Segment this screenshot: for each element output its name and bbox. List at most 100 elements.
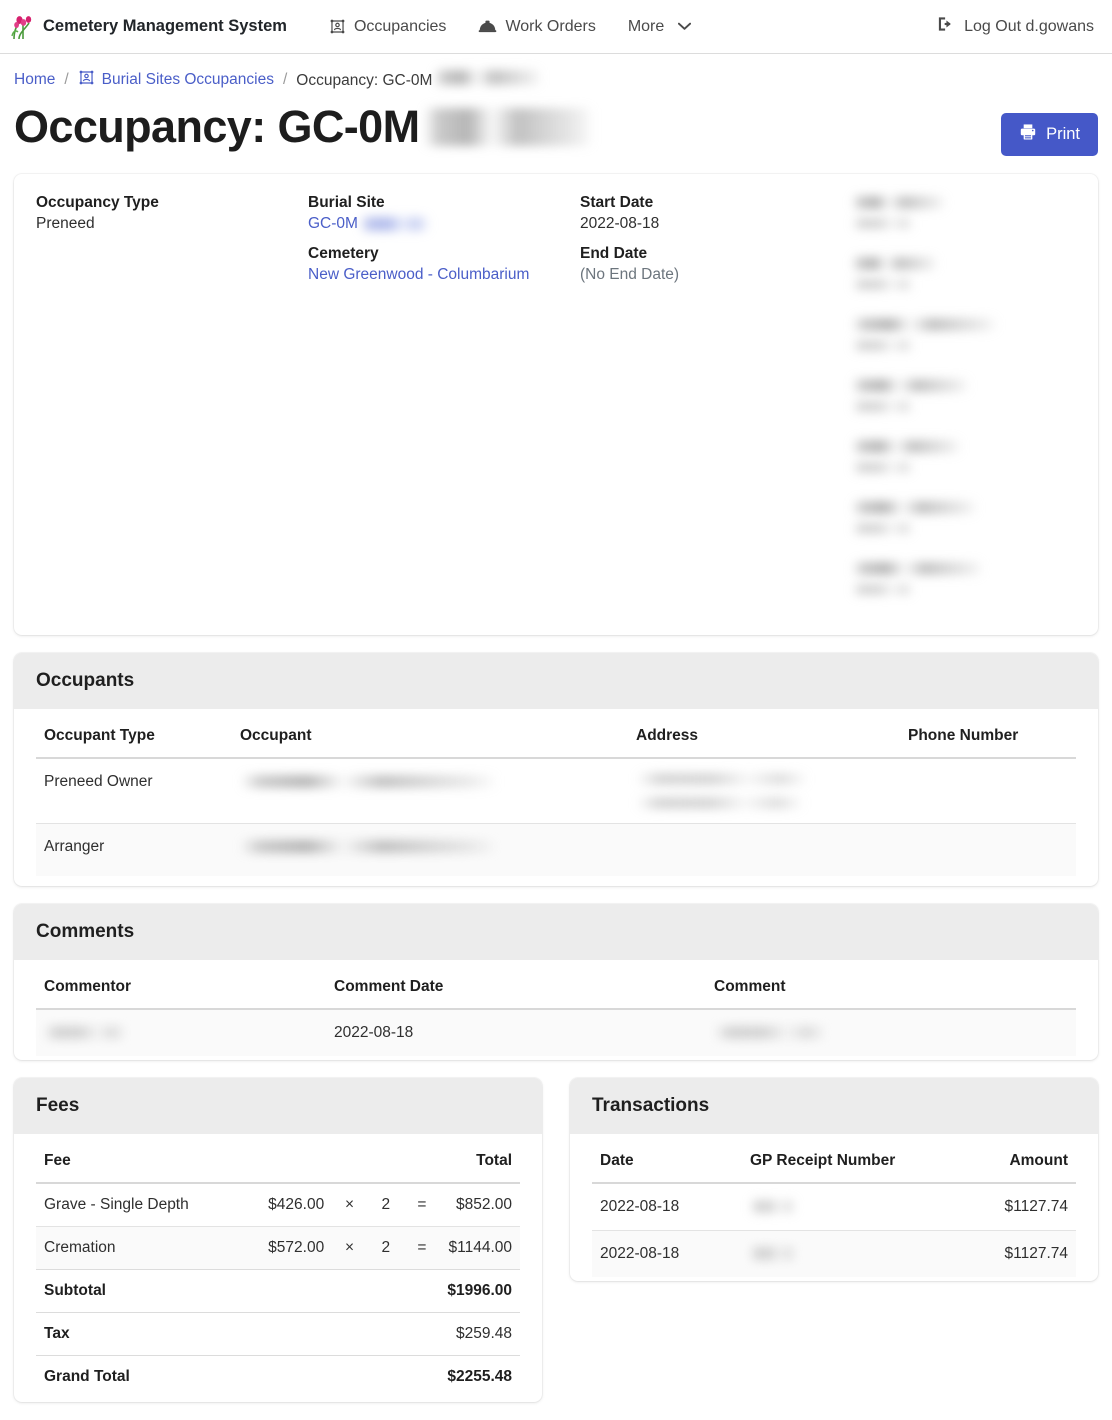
breadcrumb: Home / Burial Sites Occupancies / Occupa… — [0, 54, 1112, 91]
chevron-down-icon — [678, 22, 692, 31]
redacted-text — [240, 840, 498, 854]
nav-item-more[interactable]: More — [612, 12, 707, 42]
burial-site-link[interactable]: GC-0M — [308, 215, 358, 232]
fees-card: Fees Fee Total — [14, 1078, 542, 1402]
redacted-text — [359, 216, 430, 231]
field-burial-site: Burial Site GC-0M — [308, 194, 580, 233]
field-redacted — [852, 194, 1076, 233]
fees-tax-row: Tax $259.48 — [36, 1312, 520, 1356]
table-header-row: Date GP Receipt Number Amount — [592, 1152, 1076, 1184]
cell-spacer — [404, 1355, 440, 1398]
redacted-text — [714, 1026, 826, 1040]
occupants-card: Occupants Occupant Type Occupant Address… — [14, 653, 1098, 886]
field-value — [852, 276, 1076, 294]
label-tax: Tax — [36, 1312, 246, 1356]
column-header-fee: Fee — [36, 1152, 246, 1184]
transactions-table: Date GP Receipt Number Amount 2022-08-18 — [592, 1152, 1076, 1277]
cell-commentor — [36, 1009, 326, 1056]
occupants-table: Occupant Type Occupant Address Phone Num… — [36, 727, 1076, 876]
table-row[interactable]: Arranger — [36, 823, 1076, 876]
field-value: GC-0M — [308, 215, 580, 233]
navbar-right: Log Out d.gowans — [933, 10, 1098, 43]
occupants-table-wrap: Occupant Type Occupant Address Phone Num… — [14, 709, 1098, 886]
cell-comment — [706, 1009, 1076, 1056]
column-header-phone-number: Phone Number — [900, 727, 1076, 759]
table-body: 2022-08-18 $1127.74 2022-08-18 — [592, 1183, 1076, 1277]
fees-column: Fees Fee Total — [0, 1078, 556, 1420]
table-header-row: Occupant Type Occupant Address Phone Num… — [36, 727, 1076, 759]
column-header-occupant: Occupant — [232, 727, 628, 759]
field-value: 2022-08-18 — [580, 215, 660, 232]
cell-spacer — [245, 1312, 333, 1356]
brand-link[interactable]: Cemetery Management System — [10, 14, 287, 40]
column-header-amount: Amount — [972, 1152, 1076, 1184]
column-header-date: Date — [592, 1152, 742, 1184]
table-row[interactable]: Grave - Single Depth $426.00 × 2 = $852.… — [36, 1183, 520, 1227]
field-label: End Date — [580, 245, 648, 262]
field-label — [852, 377, 1076, 395]
cell-occupant — [232, 823, 628, 876]
page-title-text: Occupancy: GC-0M — [14, 101, 420, 152]
nav-item-occupancies[interactable]: Occupancies — [313, 12, 463, 42]
burial-site-code: GC-0M — [308, 215, 358, 232]
cell-transaction-date: 2022-08-18 — [592, 1230, 742, 1277]
table-row[interactable]: 2022-08-18 $1127.74 — [592, 1230, 1076, 1277]
column-header-gp-receipt-number: GP Receipt Number — [742, 1152, 972, 1184]
cell-gp-receipt-number — [742, 1230, 972, 1277]
cell-comment-date: 2022-08-18 — [334, 1024, 414, 1041]
breadcrumb-parent[interactable]: Burial Sites Occupancies — [78, 69, 274, 91]
cell-fee-total: $852.00 — [455, 1196, 512, 1213]
table-header-row: Fee Total — [36, 1152, 520, 1184]
comments-card: Comments Commentor Comment Date Comment — [14, 904, 1098, 1060]
cemetery-link[interactable]: New Greenwood - Columbarium — [308, 266, 530, 283]
column-header-spacer-eq — [404, 1152, 440, 1184]
burial-plot-icon — [78, 69, 95, 91]
comments-table-wrap: Commentor Comment Date Comment 2022-08-1… — [14, 960, 1098, 1060]
field-value — [852, 520, 1076, 538]
table-row[interactable]: Preneed Owner — [36, 758, 1076, 824]
fees-table: Fee Total Grave - Single Depth — [36, 1152, 520, 1398]
field-value — [852, 581, 1076, 599]
cell-fee-equals: = — [417, 1196, 427, 1213]
field-value — [852, 398, 1076, 416]
cell-occupant — [232, 758, 628, 824]
table-row[interactable]: 2022-08-18 — [36, 1009, 1076, 1056]
cell-spacer — [245, 1355, 333, 1398]
column-header-comment-date: Comment Date — [326, 978, 706, 1010]
nav-item-work-orders[interactable]: Work Orders — [462, 12, 611, 42]
cell-fee-operator: × — [345, 1196, 355, 1213]
cell-fee-name: Grave - Single Depth — [44, 1196, 189, 1213]
label-grand-total: Grand Total — [36, 1355, 246, 1398]
fees-table-wrap: Fee Total Grave - Single Depth — [14, 1134, 542, 1402]
field-label — [852, 438, 1076, 456]
cell-address — [628, 823, 900, 876]
print-button[interactable]: Print — [1001, 113, 1098, 156]
table-header: Occupant Type Occupant Address Phone Num… — [36, 727, 1076, 759]
field-redacted — [852, 499, 1076, 538]
logout-link[interactable]: Log Out d.gowans — [933, 10, 1098, 43]
breadcrumb-home[interactable]: Home — [14, 71, 55, 89]
transactions-title: Transactions — [570, 1078, 1098, 1134]
logout-icon — [937, 16, 955, 37]
field-label — [852, 499, 1076, 517]
value-tax: $259.48 — [439, 1312, 520, 1356]
cell-fee-quantity: 2 — [366, 1226, 405, 1270]
table-row[interactable]: 2022-08-18 $1127.74 — [592, 1183, 1076, 1231]
field-label: Start Date — [580, 194, 654, 211]
field-occupancy-type: Occupancy Type Preneed — [36, 194, 308, 233]
table-body: Grave - Single Depth $426.00 × 2 = $852.… — [36, 1183, 520, 1398]
logout-label: Log Out d.gowans — [964, 17, 1094, 35]
field-redacted — [852, 316, 1076, 355]
table-row[interactable]: Cremation $572.00 × 2 = $1144.00 — [36, 1226, 520, 1270]
column-header-commentor: Commentor — [36, 978, 326, 1010]
cell-spacer — [366, 1355, 405, 1398]
field-redacted — [852, 377, 1076, 416]
column-header-spacer-amount — [245, 1152, 333, 1184]
column-header-spacer-op — [332, 1152, 367, 1184]
field-value: New Greenwood - Columbarium — [308, 266, 580, 284]
field-value: Preneed — [36, 215, 95, 232]
redacted-text — [44, 1026, 126, 1040]
print-button-label: Print — [1046, 125, 1080, 143]
table-body: Preneed Owner Arranger — [36, 758, 1076, 876]
